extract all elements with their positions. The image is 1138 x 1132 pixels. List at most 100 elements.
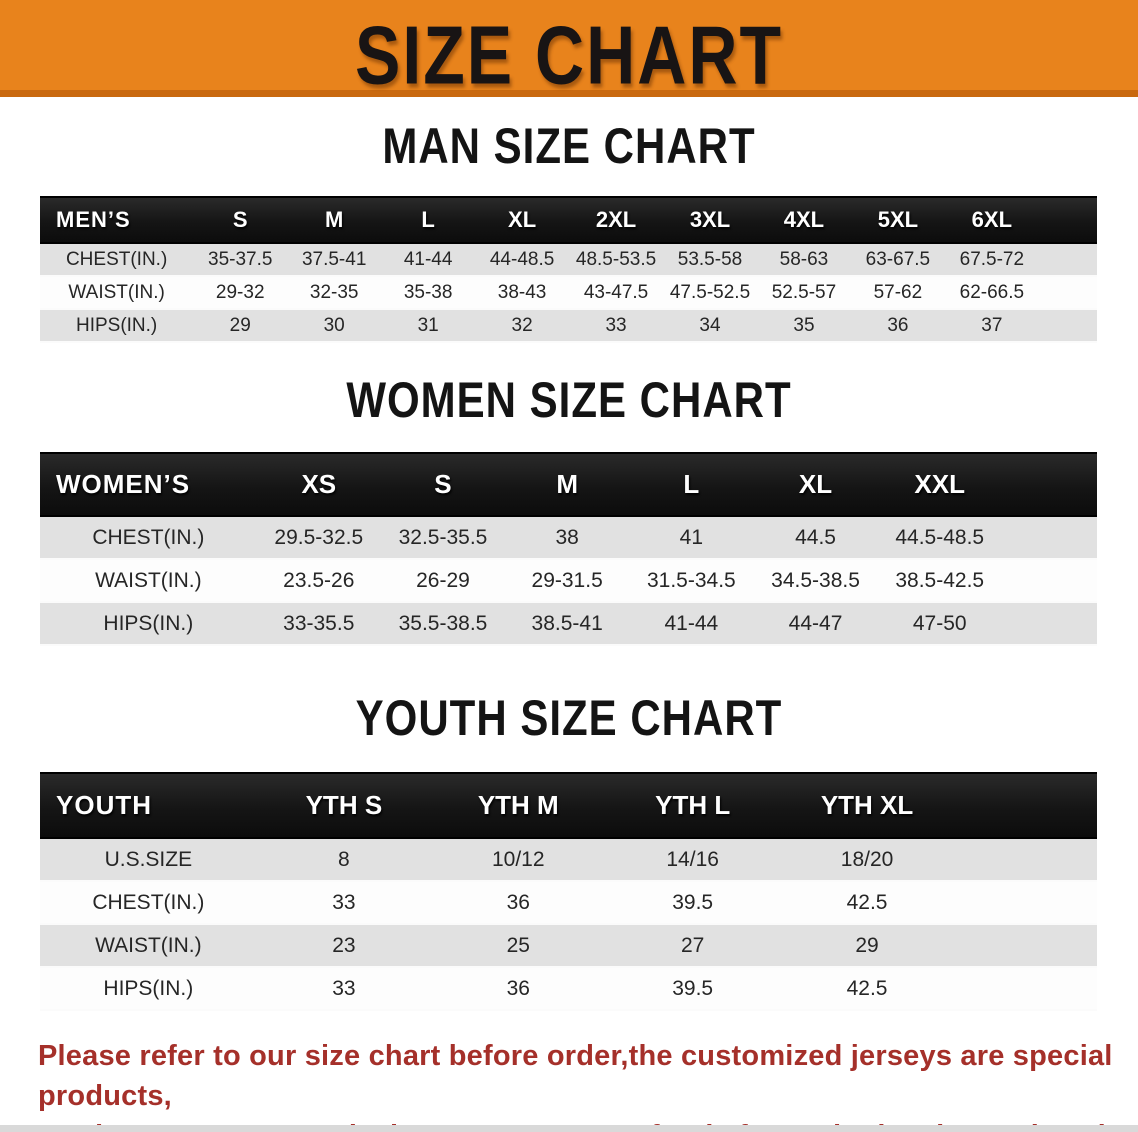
size-value-cell: 32.5-35.5 bbox=[380, 515, 506, 560]
size-value-cell: 36 bbox=[431, 880, 606, 925]
measurement-row-label: WAIST(IN.) bbox=[40, 275, 194, 310]
size-value-cell: 32-35 bbox=[287, 275, 382, 310]
size-value-cell: 35-37.5 bbox=[193, 242, 288, 277]
measurement-row-label: CHEST(IN.) bbox=[40, 242, 194, 277]
size-column-header: YTH L bbox=[605, 772, 780, 839]
size-value-cell: 25 bbox=[431, 923, 606, 968]
measurement-row: U.S.SIZE 8 10/12 14/16 18/20 bbox=[40, 837, 1097, 882]
size-column-header: XL bbox=[475, 196, 570, 244]
row-spacer bbox=[1038, 275, 1097, 310]
size-column-header: 5XL bbox=[850, 196, 945, 244]
size-value-cell: 44.5-48.5 bbox=[877, 515, 1002, 560]
size-value-cell: 47.5-52.5 bbox=[663, 275, 757, 310]
size-value-cell: 38.5-42.5 bbox=[877, 558, 1002, 603]
size-value-cell: 52.5-57 bbox=[756, 275, 851, 310]
size-column-header: 2XL bbox=[569, 196, 664, 244]
size-value-cell: 67.5-72 bbox=[944, 242, 1039, 277]
size-value-cell: 8 bbox=[256, 837, 432, 882]
size-value-cell: 41-44 bbox=[629, 601, 754, 646]
men-section-heading: MAN SIZE CHART bbox=[0, 117, 1138, 173]
size-value-cell: 42.5 bbox=[779, 966, 955, 1011]
size-value-cell: 18/20 bbox=[779, 837, 955, 882]
size-column-header: L bbox=[629, 452, 754, 517]
size-header-row: YOUTH YTH S YTH M YTH L YTH XL bbox=[40, 772, 1097, 839]
size-value-cell: 47-50 bbox=[877, 601, 1002, 646]
table-corner-label: MEN’S bbox=[40, 196, 194, 244]
row-spacer bbox=[1038, 242, 1097, 277]
size-header-row: MEN’S S M L XL 2XL 3XL 4XL 5XL 6XL bbox=[40, 196, 1097, 244]
size-value-cell: 35-38 bbox=[381, 275, 476, 310]
measurement-row: CHEST(IN.) 29.5-32.5 32.5-35.5 38 41 44.5 44.5… bbox=[40, 515, 1097, 560]
size-value-cell: 35 bbox=[756, 308, 851, 343]
measurement-row-label: U.S.SIZE bbox=[40, 837, 257, 882]
header-spacer bbox=[1001, 452, 1097, 517]
measurement-row-label: HIPS(IN.) bbox=[40, 308, 194, 343]
size-chart-title: SIZE CHART bbox=[355, 9, 783, 102]
disclaimer-line-1: Please refer to our size chart before or… bbox=[38, 1040, 1113, 1112]
size-column-header: YTH S bbox=[256, 772, 432, 839]
size-value-cell: 41 bbox=[629, 515, 754, 560]
size-value-cell: 33 bbox=[569, 308, 664, 343]
size-value-cell: 37.5-41 bbox=[287, 242, 382, 277]
size-value-cell: 41-44 bbox=[381, 242, 476, 277]
size-value-cell: 38 bbox=[505, 515, 630, 560]
measurement-row: HIPS(IN.) 33 36 39.5 42.5 bbox=[40, 966, 1097, 1011]
women-section-heading-text: WOMEN SIZE CHART bbox=[346, 371, 792, 428]
size-value-cell: 48.5-53.5 bbox=[569, 242, 664, 277]
size-column-header: S bbox=[380, 452, 506, 517]
measurement-row-label: HIPS(IN.) bbox=[40, 966, 257, 1011]
measurement-row-label: HIPS(IN.) bbox=[40, 601, 257, 646]
row-spacer bbox=[954, 923, 1097, 968]
size-column-header: XS bbox=[256, 452, 381, 517]
size-value-cell: 39.5 bbox=[605, 880, 780, 925]
measurement-row: CHEST(IN.) 35-37.5 37.5-41 41-44 44-48.5 48.5… bbox=[40, 242, 1097, 277]
row-spacer bbox=[1001, 515, 1097, 560]
measurement-row: HIPS(IN.) 33-35.5 35.5-38.5 38.5-41 41-44 44-… bbox=[40, 601, 1097, 646]
size-value-cell: 44-48.5 bbox=[475, 242, 570, 277]
size-value-cell: 38.5-41 bbox=[505, 601, 630, 646]
size-value-cell: 63-67.5 bbox=[850, 242, 945, 277]
measurement-row-label: CHEST(IN.) bbox=[40, 880, 257, 925]
row-spacer bbox=[1001, 558, 1097, 603]
size-column-header: YTH XL bbox=[779, 772, 955, 839]
size-value-cell: 36 bbox=[431, 966, 606, 1011]
size-value-cell: 57-62 bbox=[850, 275, 945, 310]
size-value-cell: 29-31.5 bbox=[505, 558, 630, 603]
measurement-row-label: WAIST(IN.) bbox=[40, 558, 257, 603]
size-column-header: 6XL bbox=[944, 196, 1039, 244]
size-value-cell: 37 bbox=[944, 308, 1039, 343]
size-value-cell: 33 bbox=[256, 880, 432, 925]
measurement-row-label: WAIST(IN.) bbox=[40, 923, 257, 968]
size-value-cell: 43-47.5 bbox=[569, 275, 664, 310]
size-value-cell: 36 bbox=[850, 308, 945, 343]
size-value-cell: 29 bbox=[779, 923, 955, 968]
size-value-cell: 23.5-26 bbox=[256, 558, 381, 603]
size-value-cell: 26-29 bbox=[380, 558, 506, 603]
youth-size-table: YOUTH YTH S YTH M YTH L YTH XL U.S.SIZE 8 10/12… bbox=[40, 772, 1097, 1011]
measurement-row: HIPS(IN.) 29 30 31 32 33 34 35 36 37 bbox=[40, 308, 1097, 343]
measurement-row: CHEST(IN.) 33 36 39.5 42.5 bbox=[40, 880, 1097, 925]
size-column-header: S bbox=[193, 196, 288, 244]
table-corner-label: WOMEN’S bbox=[40, 452, 257, 517]
women-section-heading: WOMEN SIZE CHART bbox=[0, 371, 1138, 427]
size-value-cell: 31.5-34.5 bbox=[629, 558, 754, 603]
size-value-cell: 30 bbox=[287, 308, 382, 343]
size-value-cell: 53.5-58 bbox=[663, 242, 757, 277]
size-value-cell: 29.5-32.5 bbox=[256, 515, 381, 560]
men-section-heading-text: MAN SIZE CHART bbox=[382, 117, 756, 174]
youth-section-heading: YOUTH SIZE CHART bbox=[0, 689, 1138, 745]
size-value-cell: 42.5 bbox=[779, 880, 955, 925]
size-value-cell: 14/16 bbox=[605, 837, 780, 882]
row-spacer bbox=[954, 880, 1097, 925]
size-value-cell: 33-35.5 bbox=[256, 601, 381, 646]
size-value-cell: 27 bbox=[605, 923, 780, 968]
measurement-row: WAIST(IN.) 23.5-26 26-29 29-31.5 31.5-34.5 34… bbox=[40, 558, 1097, 603]
size-value-cell: 31 bbox=[381, 308, 476, 343]
table-corner-label: YOUTH bbox=[40, 772, 257, 839]
size-value-cell: 44-47 bbox=[753, 601, 878, 646]
size-value-cell: 35.5-38.5 bbox=[380, 601, 506, 646]
row-spacer bbox=[954, 837, 1097, 882]
size-column-header: YTH M bbox=[431, 772, 606, 839]
size-value-cell: 29 bbox=[193, 308, 288, 343]
